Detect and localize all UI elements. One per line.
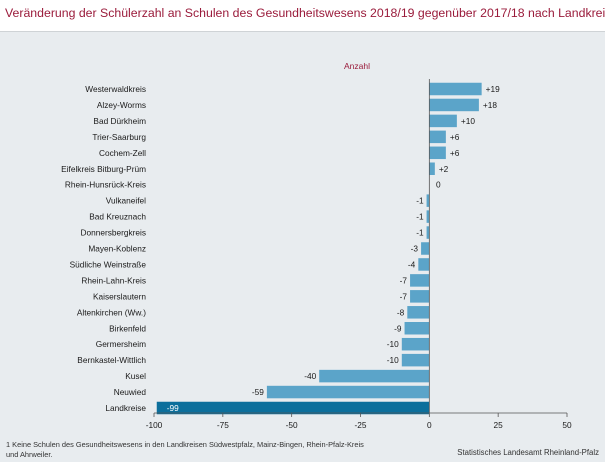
bar-chart: Anzahl Westerwaldkreis +19 Alzey-Worms +18 B… [61, 61, 572, 430]
bar [401, 353, 430, 367]
category-label: Altenkirchen (Ww.) [77, 307, 146, 317]
category-label: Trier-Saarburg [92, 132, 146, 142]
value-label: +19 [486, 84, 500, 94]
title-divider [0, 31, 605, 32]
value-label: +6 [450, 148, 460, 158]
bar [429, 130, 446, 144]
value-label: -8 [397, 307, 405, 317]
chart-area: Anzahl Westerwaldkreis +19 Alzey-Worms +18 B… [0, 32, 605, 462]
category-label: Bad Dürkheim [93, 116, 146, 126]
category-label: Rhein-Hunsrück-Kreis [65, 180, 146, 190]
category-label: Cochem-Zell [99, 148, 146, 158]
footnote: 1 Keine Schulen des Gesundheitswesens in… [6, 440, 364, 459]
category-label: Rhein-Lahn-Kreis [81, 275, 146, 285]
x-tick-label: -100 [146, 420, 163, 430]
bar [410, 290, 430, 303]
value-label: 0 [436, 180, 441, 190]
value-label: -1 [416, 212, 424, 222]
value-label: -40 [304, 371, 316, 381]
bar [421, 242, 430, 255]
value-label: -10 [387, 355, 399, 365]
bar [418, 258, 430, 271]
category-label: Kaiserslautern [93, 291, 146, 301]
x-tick-label: 0 [427, 420, 432, 430]
bar [266, 385, 430, 399]
bar [410, 274, 430, 287]
category-label: Donnersbergkreis [81, 228, 146, 238]
bar [429, 162, 435, 175]
bar [429, 82, 482, 96]
category-label: Germersheim [96, 339, 146, 349]
x-tick-label: 25 [494, 420, 504, 430]
value-label: -1 [416, 228, 424, 238]
value-label: -4 [408, 259, 416, 269]
bar [404, 322, 430, 335]
category-label: Bad Kreuznach [89, 212, 146, 222]
category-label: Vulkaneifel [106, 196, 146, 206]
category-label: Bernkastel-Wittlich [77, 355, 146, 365]
value-label: +18 [483, 100, 497, 110]
category-label: Neuwied [114, 387, 147, 397]
category-label: Landkreise [105, 403, 146, 413]
bar [429, 98, 479, 112]
bar [426, 210, 430, 223]
value-label: -7 [400, 291, 408, 301]
bar [429, 114, 457, 128]
category-label: Alzey-Worms [97, 100, 146, 110]
bar [426, 194, 430, 207]
x-tick-label: 50 [562, 420, 572, 430]
bar [429, 146, 446, 160]
x-tick-label: -75 [217, 420, 229, 430]
category-label: Südliche Weinstraße [70, 259, 147, 269]
value-label: +2 [439, 164, 449, 174]
value-label: -59 [252, 387, 264, 397]
bars-layer: Westerwaldkreis +19 Alzey-Worms +18 Bad Dürk… [61, 82, 500, 415]
value-label: -1 [416, 196, 424, 206]
bar [407, 306, 430, 319]
bar [156, 401, 430, 415]
chart-title: Veränderung der Schülerzahl an Schulen d… [5, 6, 605, 20]
value-label: -10 [387, 339, 399, 349]
value-label: -9 [394, 323, 402, 333]
value-label: -7 [400, 275, 408, 285]
x-axis: -100 -75 -50 -25 0 25 50 [146, 79, 572, 430]
category-label: Eifelkreis Bitburg-Prüm [61, 164, 146, 174]
bar [426, 226, 430, 239]
value-label: -3 [411, 244, 419, 254]
bar [319, 369, 430, 383]
x-tick-label: -50 [286, 420, 298, 430]
value-label: +6 [450, 132, 460, 142]
bar [401, 337, 430, 351]
category-label: Mayen-Koblenz [88, 244, 146, 254]
source-note: Statistisches Landesamt Rheinland-Pfalz [457, 448, 599, 457]
category-label: Westerwaldkreis [85, 84, 146, 94]
x-tick-label: -25 [355, 420, 367, 430]
value-label: +10 [461, 116, 475, 126]
category-label: Kusel [125, 371, 146, 381]
series-label: Anzahl [344, 61, 370, 71]
category-label: Birkenfeld [109, 323, 146, 333]
value-label: -99 [167, 403, 179, 413]
